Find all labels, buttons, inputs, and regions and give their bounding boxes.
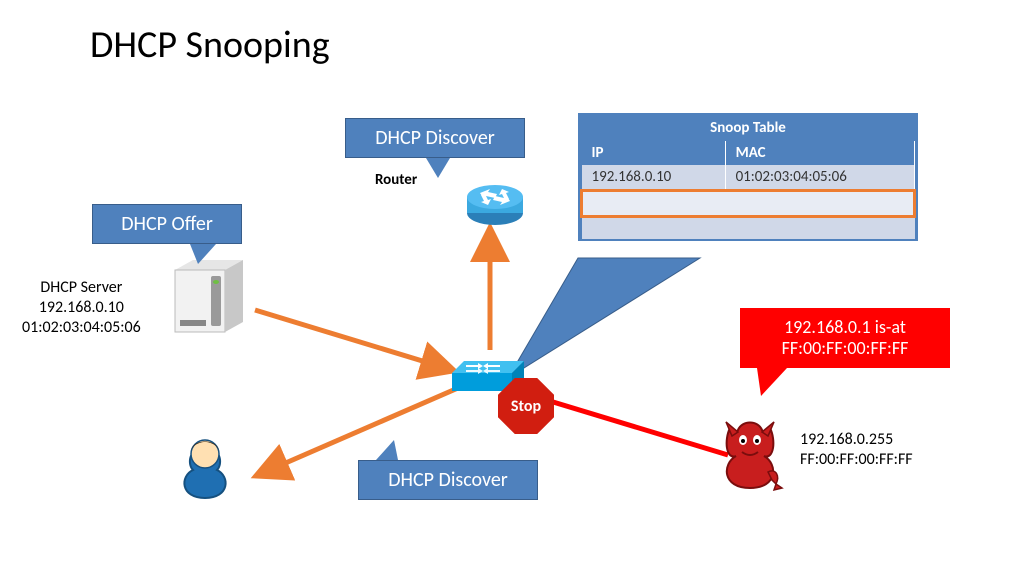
server-label-line1: DHCP Server	[22, 278, 141, 298]
snoop-table-title: Snoop Table	[580, 115, 916, 141]
cell-ip: 192.168.0.10	[582, 165, 726, 191]
cell-empty	[582, 217, 915, 239]
server-label: DHCP Server 192.168.0.10 01:02:03:04:05:…	[22, 278, 141, 338]
callout-attacker-line1: 192.168.0.1 is-at	[784, 317, 906, 338]
attacker-label-line1: 192.168.0.255	[800, 430, 913, 450]
callout-attacker-line2: FF:00:FF:00:FF:FF	[782, 338, 909, 359]
table-row-highlight	[582, 191, 915, 217]
attacker-icon	[726, 422, 782, 490]
callout-dhcp-discover-top: DHCP Discover	[345, 118, 525, 158]
router-icon	[467, 185, 523, 225]
attacker-label: 192.168.0.255 FF:00:FF:00:FF:FF	[800, 430, 913, 470]
cell-empty-highlight	[582, 191, 915, 217]
snoop-table-grid: IP MAC 192.168.0.10 01:02:03:04:05:06	[580, 141, 916, 239]
callout-dhcp-discover-top-text: DHCP Discover	[375, 127, 495, 150]
server-label-line3: 01:02:03:04:05:06	[22, 318, 141, 338]
callout-dhcp-discover-bottom: DHCP Discover	[358, 460, 538, 500]
table-row	[582, 217, 915, 239]
snoop-col-ip: IP	[582, 141, 726, 165]
server-label-line2: 192.168.0.10	[22, 298, 141, 318]
callout-dhcp-discover-bottom-text: DHCP Discover	[388, 469, 508, 492]
snoop-table: Snoop Table IP MAC 192.168.0.10 01:02:03…	[578, 113, 918, 241]
snoop-table-pointer	[508, 258, 700, 378]
callout-attacker: 192.168.0.1 is-at FF:00:FF:00:FF:FF	[740, 308, 950, 368]
callout-dhcp-offer-text: DHCP Offer	[121, 213, 213, 236]
snoop-col-mac: MAC	[725, 141, 914, 165]
table-row: 192.168.0.10 01:02:03:04:05:06	[582, 165, 915, 191]
attacker-label-line2: FF:00:FF:00:FF:FF	[800, 450, 913, 470]
router-label: Router	[375, 171, 417, 189]
cell-mac: 01:02:03:04:05:06	[725, 165, 914, 191]
page-title: DHCP Snooping	[90, 22, 330, 68]
callout-dhcp-offer: DHCP Offer	[92, 204, 242, 244]
arrow-server-switch	[255, 310, 452, 370]
arrow-attacker-switch	[530, 395, 728, 455]
user-icon	[184, 440, 225, 498]
server-icon	[175, 260, 243, 332]
stop-text: Stop	[511, 397, 541, 416]
